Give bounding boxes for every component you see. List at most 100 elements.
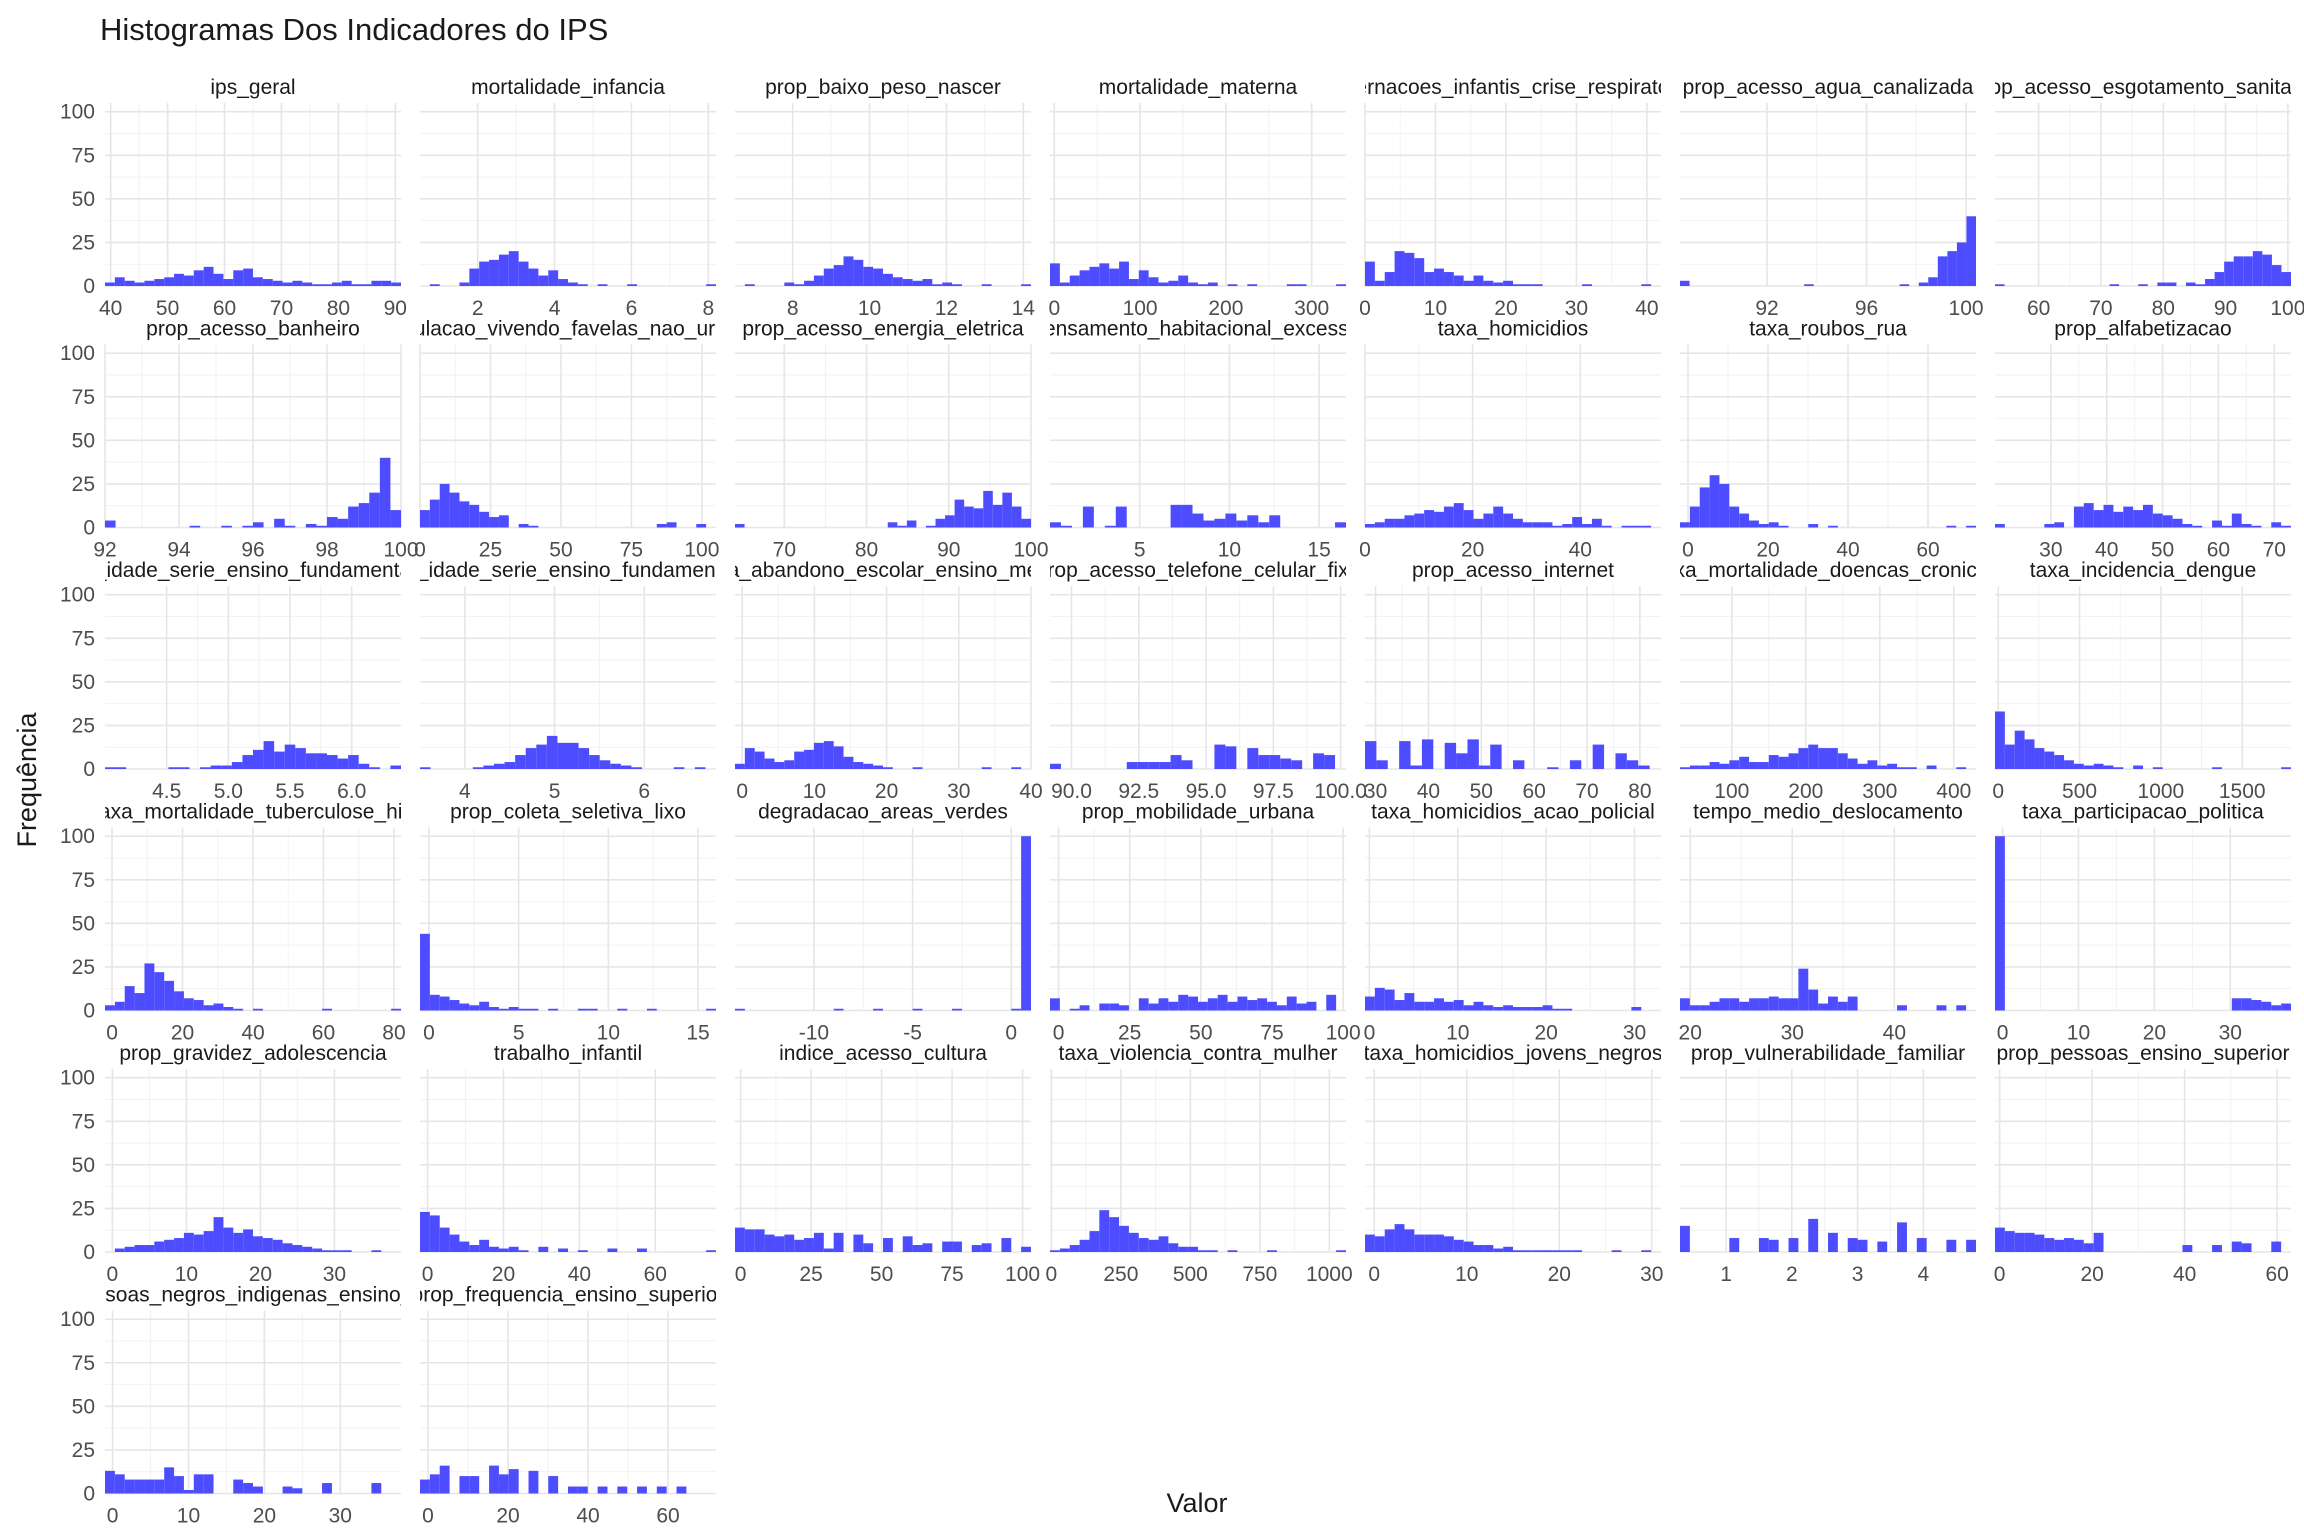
histogram-bar	[1296, 284, 1307, 286]
histogram-bar	[213, 273, 224, 286]
y-tick-label: 0	[83, 1241, 95, 1264]
histogram-bar	[1424, 1001, 1435, 1011]
histogram-bar	[1069, 1245, 1080, 1252]
histogram-bar	[1916, 1238, 1927, 1252]
histogram-bar	[1050, 763, 1061, 769]
x-tick-label: 90	[2214, 297, 2237, 320]
histogram-bar	[1227, 1001, 1238, 1011]
histogram-bar	[1768, 1239, 1779, 1252]
histogram-bar	[371, 1250, 382, 1252]
histogram-bar	[449, 1234, 460, 1252]
histogram-bar	[1572, 1250, 1583, 1252]
histogram-bar	[429, 284, 440, 286]
histogram-bar	[1453, 503, 1464, 528]
histogram-bar	[381, 280, 392, 286]
histogram-bar	[1214, 744, 1226, 769]
histogram-bar	[1808, 744, 1819, 769]
histogram-bar	[429, 1215, 440, 1252]
x-tick-label: 75	[1260, 1022, 1283, 1045]
histogram-bar	[1119, 1005, 1129, 1011]
histogram-bar	[2281, 272, 2291, 286]
histogram-bar	[179, 767, 190, 769]
histogram-bar	[694, 767, 706, 769]
x-tick-label: 60	[1916, 539, 1939, 562]
histogram-bar	[1591, 518, 1602, 528]
x-tick-label: 1000	[2138, 780, 2185, 803]
histogram-bar	[1956, 242, 1967, 286]
histogram-bar	[833, 1232, 844, 1252]
histogram-bar	[744, 1229, 755, 1252]
histogram-bar	[221, 525, 232, 528]
histogram-bar	[1680, 998, 1690, 1011]
histogram-bar	[2083, 503, 2094, 528]
histogram-bar	[504, 762, 516, 769]
histogram-bar	[1225, 746, 1237, 769]
histogram-bar	[253, 749, 264, 769]
facet-panel: prop_alfabetizacao 30 40 50 60 70	[1995, 318, 2291, 562]
histogram-bar	[494, 763, 505, 769]
x-tick-label: 0	[735, 1263, 747, 1286]
histogram-bar	[952, 284, 962, 286]
histogram-bar	[2162, 515, 2173, 528]
histogram-bar	[498, 515, 509, 528]
histogram-bar	[887, 522, 898, 528]
histogram-bar	[804, 749, 814, 769]
histogram-bar	[925, 525, 936, 528]
histogram-bar	[922, 1243, 933, 1252]
histogram-bar	[1956, 767, 1967, 769]
histogram-bar	[183, 275, 194, 286]
histogram-bar	[1739, 756, 1750, 769]
histogram-bar	[2138, 284, 2148, 286]
histogram-bar	[735, 763, 745, 769]
histogram-bar	[1128, 1232, 1139, 1252]
histogram-bar	[620, 765, 632, 769]
x-tick-label: 40	[241, 1022, 264, 1045]
histogram-bar	[2152, 767, 2163, 769]
x-tick-label: 30	[947, 780, 970, 803]
facet-strip-label: ips_geral	[210, 76, 295, 99]
histogram-bar	[2166, 282, 2177, 286]
histogram-bar	[1414, 1234, 1425, 1252]
histogram-bar	[518, 261, 529, 286]
histogram-bar	[577, 284, 588, 286]
histogram-bar	[1562, 524, 1573, 528]
histogram-bar	[341, 1250, 352, 1252]
histogram-bar	[2281, 1003, 2291, 1011]
histogram-bar	[223, 1227, 234, 1252]
histogram-bar	[1258, 522, 1270, 528]
histogram-bar	[1217, 994, 1228, 1011]
histogram-bar	[1453, 1000, 1464, 1011]
x-tick-label: 200	[1208, 297, 1243, 320]
x-tick-label: 10	[177, 1505, 200, 1528]
histogram-bar	[1818, 748, 1828, 769]
histogram-bar	[1828, 525, 1838, 528]
histogram-bar	[327, 755, 338, 769]
histogram-bar	[1532, 1250, 1543, 1252]
histogram-bar	[327, 517, 338, 528]
histogram-bar	[1002, 492, 1012, 528]
histogram-bar	[1749, 998, 1759, 1011]
histogram-bar	[1798, 968, 1809, 1011]
y-tick-label: 0	[83, 517, 95, 540]
histogram-bar	[735, 1227, 745, 1252]
y-tick-label: 0	[83, 1483, 95, 1506]
histogram-bar	[1443, 272, 1454, 286]
histogram-bar	[1867, 760, 1878, 769]
histogram-bar	[1699, 765, 1710, 769]
x-tick-label: 20	[875, 780, 898, 803]
histogram-bar	[1928, 277, 1938, 286]
histogram-bar	[1818, 1003, 1828, 1011]
histogram-bar	[1453, 1239, 1464, 1252]
histogram-bar	[804, 280, 814, 286]
histogram-bar	[617, 1008, 628, 1011]
histogram-bar	[1857, 763, 1868, 769]
histogram-bar	[1582, 524, 1592, 528]
histogram-bar	[154, 279, 165, 286]
histogram-bar	[1109, 268, 1120, 286]
histogram-bar	[1198, 1001, 1208, 1011]
histogram-bar	[1493, 1248, 1504, 1252]
histogram-bar	[2231, 513, 2242, 528]
histogram-bar	[1463, 510, 1474, 528]
histogram-bar	[873, 268, 883, 286]
histogram-bar	[1335, 522, 1346, 528]
